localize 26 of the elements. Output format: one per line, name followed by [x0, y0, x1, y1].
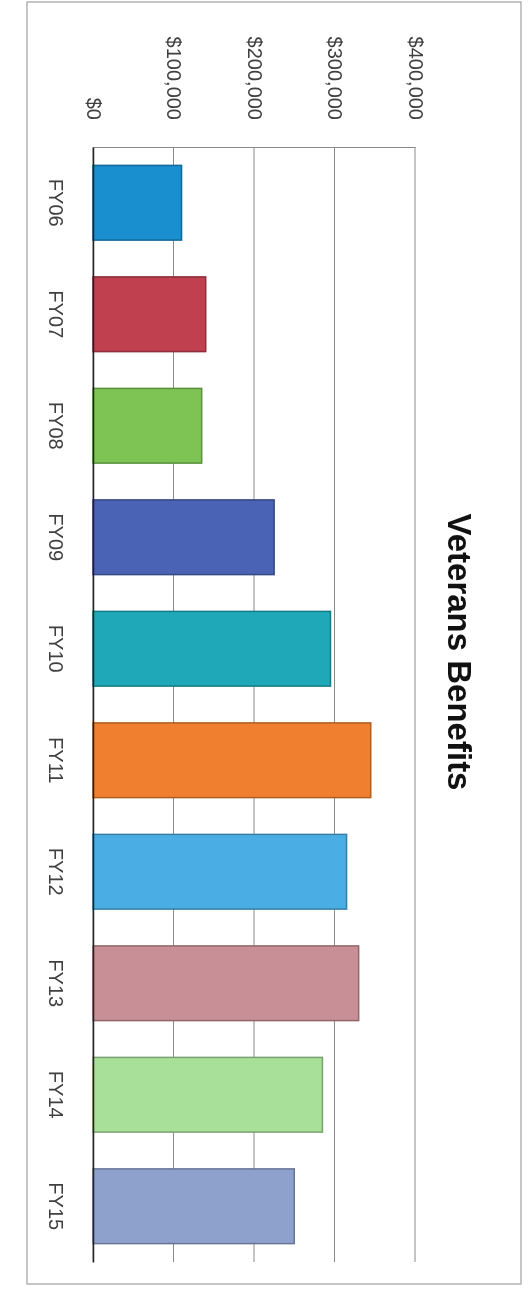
x-tick-label: $300,000 — [324, 36, 346, 120]
text: Veterans Benefits — [441, 513, 478, 791]
x-tick-label: $100,000 — [163, 36, 185, 120]
x-tick-label: $400,000 — [404, 36, 427, 120]
y-tick-label: FY13 — [45, 959, 67, 1008]
y-tick-label: FY12 — [45, 847, 67, 896]
x-tick-label: $0 — [82, 97, 105, 120]
bar — [92, 833, 348, 910]
y-tick-label: FY10 — [45, 624, 67, 673]
bar — [92, 945, 360, 1022]
bar — [92, 1168, 295, 1245]
bar — [92, 1056, 324, 1133]
bar — [92, 722, 372, 799]
y-tick-label: FY15 — [45, 1182, 67, 1231]
bar — [92, 276, 207, 353]
y-tick-label: FY06 — [45, 178, 67, 227]
bar — [92, 164, 183, 241]
y-tick-label: FY11 — [45, 737, 67, 784]
bar — [92, 610, 332, 687]
y-tick-label: FY14 — [45, 1070, 67, 1119]
y-tick-label: FY08 — [45, 401, 67, 450]
bar — [92, 499, 275, 576]
bar — [92, 387, 203, 464]
x-tick-label: $200,000 — [243, 36, 266, 120]
y-tick-label: FY09 — [45, 513, 67, 562]
y-tick-label: FY07 — [45, 290, 67, 339]
